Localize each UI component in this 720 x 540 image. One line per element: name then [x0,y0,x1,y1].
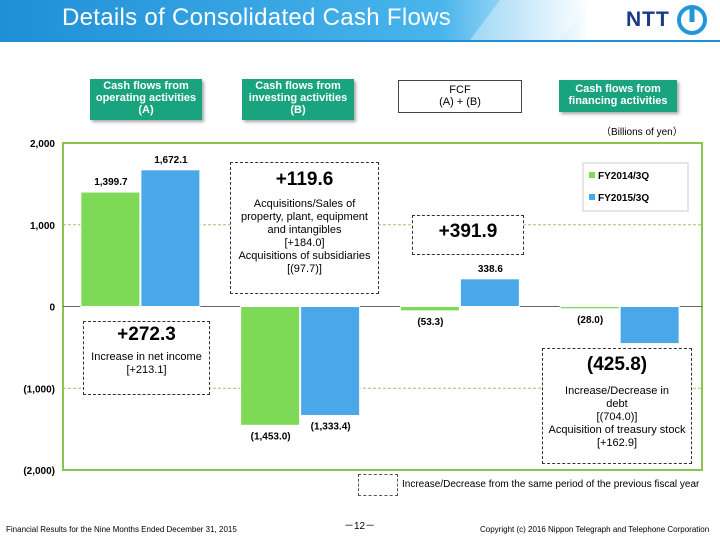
box-line: Cash flows from [255,80,341,92]
box-line: Cash flows from [575,83,661,95]
footer-copyright: Copyright (c) 2016 Nippon Telegraph and … [480,525,710,534]
bar-value-label: 1,399.7 [94,177,128,188]
logo-text: NTT [626,8,670,31]
cash-flow-chart: 2,000 1,000 0 (1,000) (2,000) 1,399.7 (1,453.0… [23,139,703,477]
page-number: －12－ [344,521,376,532]
box-line: (A) [138,104,154,116]
legend-label: FY2015/3Q [598,193,649,204]
investing-activities-box: Cash flows from investing activities (B) [242,79,354,120]
y-tick-label: 0 [49,303,55,314]
annotation-line: property, plant, equipment [241,211,368,223]
y-tick-label: (2,000) [23,466,55,477]
ntt-logo-mark-icon [677,5,707,35]
box-line: operating activities [95,92,197,104]
box-line: (A) + (B) [439,96,481,108]
footer-left: Financial Results for the Nine Months En… [6,525,237,534]
bar-value-label: 338.6 [478,264,503,275]
bar [140,169,201,307]
annotation-amount: +272.3 [117,324,176,345]
annotation-line: debt [606,398,628,410]
fcf-box: FCF (A) + (B) [398,80,522,113]
box-line: Cash flows from [103,80,189,92]
box-line: (B) [290,104,306,116]
annotation-line: Increase in net income [91,351,202,363]
bar-value-label: 1,672.1 [154,155,188,166]
investing-annotation: +119.6 Acquisitions/Sales of property, p… [230,162,379,294]
title-banner: Details of Consolidated Cash Flows NTT [0,0,720,42]
annotation-line: Acquisitions of subsidiaries [238,250,371,262]
bar [459,278,520,308]
bar [240,306,301,426]
fcf-annotation: +391.9 [412,215,524,255]
operating-activities-box: Cash flows from operating activities (A) [90,79,202,120]
box-line: financing activities [568,95,668,107]
legend-note-swatch [358,474,398,496]
annotation-line: [+213.1] [126,364,167,376]
legend-note-text: Increase/Decrease from the same period o… [402,479,700,490]
annotation-line: [(97.7)] [287,263,322,275]
annotation-amount: +119.6 [275,169,334,190]
legend-swatch [589,194,595,200]
bar-value-label: (28.0) [577,315,603,326]
legend-swatch [589,172,595,178]
annotation-line: Acquisitions/Sales of [253,198,356,210]
bar [399,306,460,312]
page-title: Details of Consolidated Cash Flows [62,4,452,31]
legend-box [582,162,689,212]
annotation-amount: +391.9 [438,221,498,242]
annotation-amount: (425.8) [586,354,648,375]
legend-label: FY2014/3Q [598,171,649,182]
annotation-line: Acquisition of treasury stock [548,424,686,436]
annotation-line: [+184.0] [284,237,325,249]
bar-value-label: (53.3) [417,317,443,328]
bar [619,306,680,345]
y-tick-label: 1,000 [30,221,55,232]
banner-background [0,0,720,42]
unit-label: （Billions of yen） [601,127,683,138]
bar [559,306,620,310]
financing-annotation: (425.8) Increase/Decrease in debt [(704.… [542,348,692,464]
y-tick-label: (1,000) [23,384,55,395]
operating-annotation: +272.3 Increase in net income [+213.1] [83,321,210,395]
financing-activities-box: Cash flows from financing activities [559,80,677,112]
bar-value-label: (1,333.4) [311,422,351,433]
bar [80,191,141,307]
annotation-line: and intangibles [267,224,342,236]
y-tick-label: 2,000 [30,139,55,150]
annotation-line: [+162.9] [596,437,638,449]
box-line: investing activities [248,92,348,104]
box-line: FCF [449,84,471,96]
annotation-line: Increase/Decrease in [565,385,669,397]
bar-value-label: (1,453.0) [251,431,291,442]
annotation-line: [(704.0)] [596,411,638,423]
bar [300,306,361,417]
